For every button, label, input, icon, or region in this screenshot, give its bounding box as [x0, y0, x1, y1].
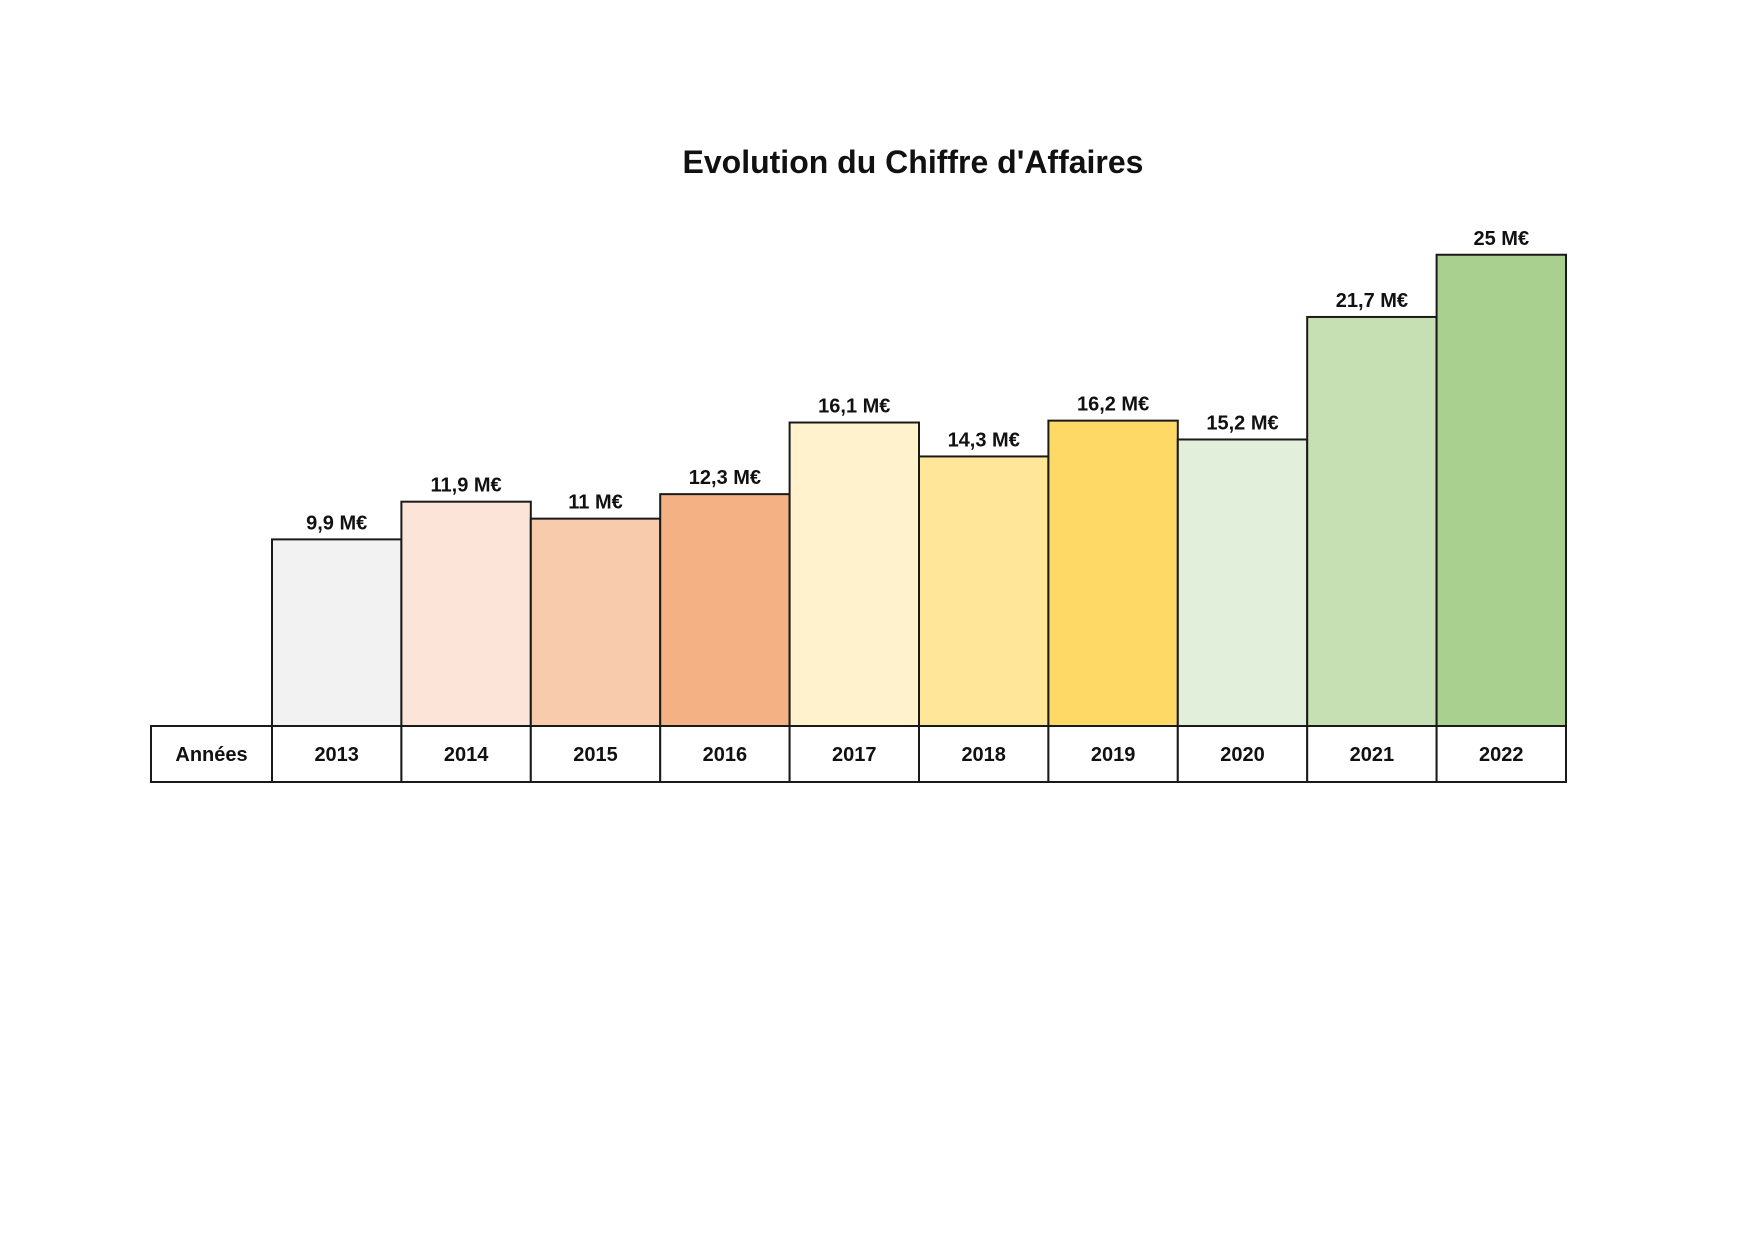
bars-group: [271, 253, 1567, 728]
table-cell-2013: [271, 725, 403, 783]
bar-2022: [1435, 253, 1567, 727]
table-cell-2015: [529, 725, 662, 783]
bar-2017: [788, 421, 920, 727]
bar-2019: [1047, 419, 1179, 727]
year-label-2021: 2021: [1350, 744, 1395, 766]
value-labels-group: 9,9 M€ 11,9 M€ 11 M€ 12,3 M€ 16,1 M€ 14,3 M€ 1…: [306, 228, 1529, 535]
year-label-2020: 2020: [1220, 744, 1265, 766]
value-label-2014: 11,9 M€: [431, 475, 502, 497]
table-header-cell: [150, 725, 273, 783]
table-cell-2018: [918, 725, 1050, 783]
table-header-label: Années: [175, 744, 247, 766]
bar-2021: [1306, 315, 1438, 727]
table-cell-2022: [1435, 725, 1567, 783]
value-label-2016: 12,3 M€: [689, 467, 761, 489]
value-label-2015: 11 M€: [568, 492, 622, 514]
bar-2020: [1176, 438, 1309, 727]
year-label-2018: 2018: [961, 744, 1006, 766]
value-label-2017: 16,1 M€: [818, 396, 890, 418]
table-cell-2016: [659, 725, 791, 783]
value-label-2019: 16,2 M€: [1077, 394, 1149, 416]
bar-2014: [400, 500, 532, 727]
value-label-2021: 21,7 M€: [1336, 290, 1408, 312]
table-cell-2019: [1047, 725, 1179, 783]
chart-title: Evolution du Chiffre d'Affaires: [682, 144, 1144, 180]
years-table: Années 2013 2014 2015 2016 2017 2018 2019 2020 20…: [150, 725, 1567, 783]
year-label-2019: 2019: [1091, 744, 1136, 766]
year-label-2014: 2014: [444, 744, 489, 766]
table-cell-2017: [788, 725, 920, 783]
bar-2015: [529, 517, 662, 728]
table-cell-2021: [1306, 725, 1438, 783]
bar-2013: [271, 538, 403, 728]
year-label-2016: 2016: [703, 744, 748, 766]
bar-2018: [918, 455, 1050, 727]
year-label-2013: 2013: [314, 744, 359, 766]
value-label-2018: 14,3 M€: [948, 429, 1020, 451]
year-label-2015: 2015: [573, 744, 618, 766]
value-label-2020: 15,2 M€: [1206, 412, 1278, 434]
value-label-2013: 9,9 M€: [306, 512, 367, 534]
year-label-2022: 2022: [1479, 744, 1524, 766]
table-cell-2020: [1176, 725, 1309, 783]
value-label-2022: 25 M€: [1474, 228, 1530, 250]
year-label-2017: 2017: [832, 744, 877, 766]
table-cell-2014: [400, 725, 532, 783]
bar-2016: [659, 493, 791, 727]
